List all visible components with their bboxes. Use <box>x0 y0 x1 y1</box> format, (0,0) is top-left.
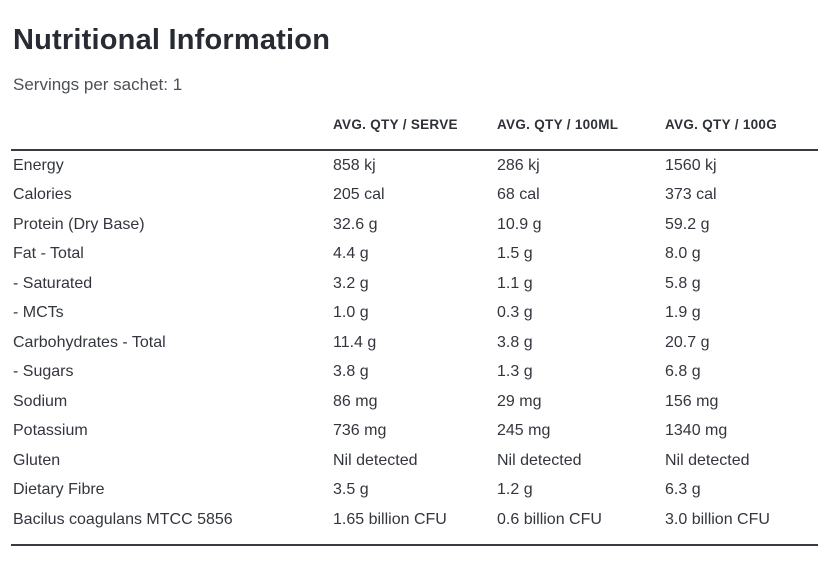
table-row: - Saturated 3.2 g 1.1 g 5.8 g <box>11 269 818 299</box>
nutrient-label: Protein (Dry Base) <box>13 215 145 233</box>
nutrition-table-body: Energy 858 kj 286 kj 1560 kj Calories 20… <box>11 150 818 545</box>
value-per-100g: 59.2 g <box>665 215 710 233</box>
value-per-100g: 156 mg <box>665 392 719 410</box>
value-per-100g: 1340 mg <box>665 422 728 440</box>
value-per-100ml: 29 mg <box>497 392 542 410</box>
nutrient-label: Sodium <box>13 392 68 410</box>
nutrient-label: Calories <box>13 186 72 204</box>
nutrient-label: - Sugars <box>13 363 74 381</box>
header-avg-qty-100ml: AVG. QTY / 100ML <box>497 117 665 151</box>
value-per-serve: 3.8 g <box>333 363 369 381</box>
table-row: Dietary Fibre 3.5 g 1.2 g 6.3 g <box>11 476 818 506</box>
table-row: Gluten Nil detected Nil detected Nil det… <box>11 446 818 476</box>
value-per-100ml: 1.3 g <box>497 363 533 381</box>
value-per-serve: 3.5 g <box>333 481 369 499</box>
value-per-serve: Nil detected <box>333 451 418 469</box>
value-per-100ml: 0.6 billion CFU <box>497 510 602 528</box>
table-row: Calories 205 cal 68 cal 373 cal <box>11 181 818 211</box>
header-nutrient <box>11 117 333 151</box>
value-per-serve: 736 mg <box>333 422 387 440</box>
servings-per-sachet-text: Servings per sachet: 1 <box>13 75 183 94</box>
value-per-serve: 4.4 g <box>333 245 369 263</box>
table-row: Bacilus coagulans MTCC 5856 1.65 billion… <box>11 505 818 545</box>
header-avg-qty-100g: AVG. QTY / 100G <box>665 117 818 151</box>
nutrient-label: Gluten <box>13 451 61 469</box>
value-per-serve: 205 cal <box>333 186 385 204</box>
value-per-serve: 86 mg <box>333 392 378 410</box>
nutrition-table-header: AVG. QTY / SERVE AVG. QTY / 100ML AVG. Q… <box>11 117 818 151</box>
table-row: - Sugars 3.8 g 1.3 g 6.8 g <box>11 358 818 388</box>
page-title: Nutritional Information <box>13 24 331 56</box>
value-per-serve: 858 kj <box>333 156 376 174</box>
nutrition-panel: Nutritional Information Servings per sac… <box>11 24 818 546</box>
nutrient-label: Carbohydrates - Total <box>13 333 166 351</box>
value-per-100g: Nil detected <box>665 451 750 469</box>
value-per-serve: 3.2 g <box>333 274 369 292</box>
table-row: Carbohydrates - Total 11.4 g 3.8 g 20.7 … <box>11 328 818 358</box>
value-per-100ml: 68 cal <box>497 186 540 204</box>
header-avg-qty-serve: AVG. QTY / SERVE <box>333 117 497 151</box>
value-per-100ml: 286 kj <box>497 156 540 174</box>
nutrient-label: Bacilus coagulans MTCC 5856 <box>13 510 233 528</box>
nutrient-label: Energy <box>13 156 64 174</box>
nutrient-label: Fat - Total <box>13 245 84 263</box>
value-per-100ml: 1.5 g <box>497 245 533 263</box>
table-row: Potassium 736 mg 245 mg 1340 mg <box>11 417 818 447</box>
value-per-100g: 1560 kj <box>665 156 717 174</box>
value-per-100g: 1.9 g <box>665 304 701 322</box>
value-per-100ml: 3.8 g <box>497 333 533 351</box>
table-row: - MCTs 1.0 g 0.3 g 1.9 g <box>11 299 818 329</box>
header-row: AVG. QTY / SERVE AVG. QTY / 100ML AVG. Q… <box>11 117 818 151</box>
nutrition-table: AVG. QTY / SERVE AVG. QTY / 100ML AVG. Q… <box>11 117 818 546</box>
nutrient-label: - MCTs <box>13 304 64 322</box>
value-per-100g: 5.8 g <box>665 274 701 292</box>
value-per-100ml: 245 mg <box>497 422 551 440</box>
value-per-100g: 8.0 g <box>665 245 701 263</box>
value-per-100g: 3.0 billion CFU <box>665 510 770 528</box>
value-per-100ml: 1.1 g <box>497 274 533 292</box>
nutrient-label: - Saturated <box>13 274 93 292</box>
value-per-serve: 1.65 billion CFU <box>333 510 447 528</box>
table-row: Fat - Total 4.4 g 1.5 g 8.0 g <box>11 240 818 270</box>
table-row: Protein (Dry Base) 32.6 g 10.9 g 59.2 g <box>11 210 818 240</box>
value-per-serve: 32.6 g <box>333 215 378 233</box>
value-per-100g: 6.8 g <box>665 363 701 381</box>
value-per-100g: 20.7 g <box>665 333 710 351</box>
nutrient-label: Dietary Fibre <box>13 481 105 499</box>
value-per-100g: 373 cal <box>665 186 717 204</box>
value-per-serve: 11.4 g <box>333 333 377 351</box>
value-per-100ml: Nil detected <box>497 451 582 469</box>
value-per-100ml: 0.3 g <box>497 304 533 322</box>
table-row: Sodium 86 mg 29 mg 156 mg <box>11 387 818 417</box>
value-per-100g: 6.3 g <box>665 481 701 499</box>
value-per-100ml: 1.2 g <box>497 481 533 499</box>
table-row: Energy 858 kj 286 kj 1560 kj <box>11 150 818 181</box>
nutrient-label: Potassium <box>13 422 88 440</box>
value-per-100ml: 10.9 g <box>497 215 542 233</box>
value-per-serve: 1.0 g <box>333 304 369 322</box>
